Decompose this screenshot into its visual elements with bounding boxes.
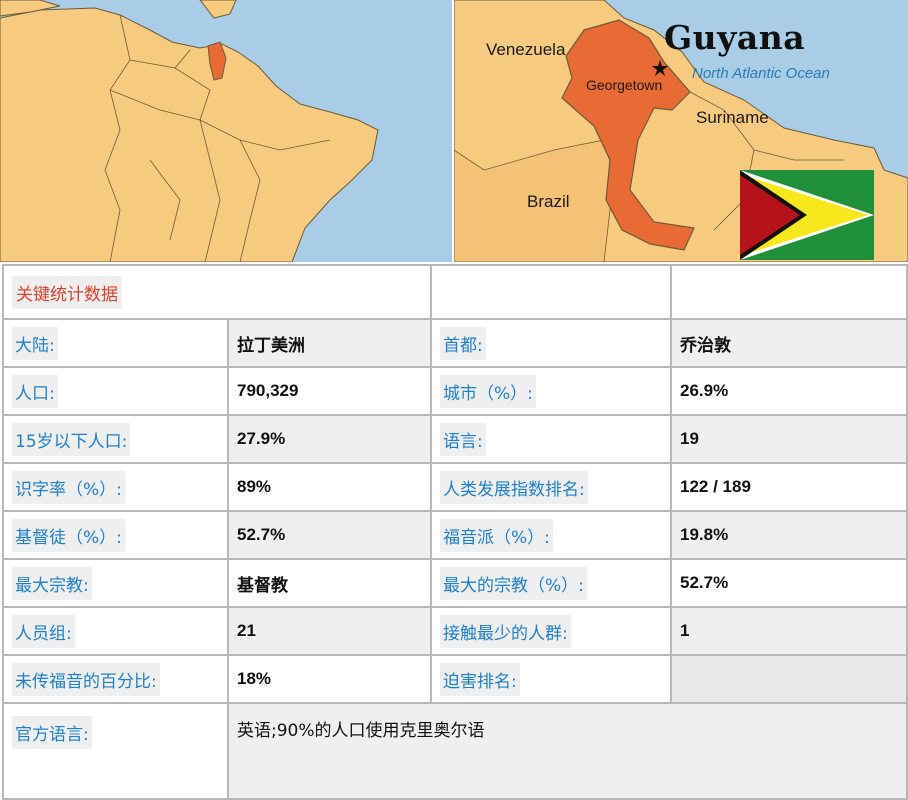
row-key: 最大的宗教（%）: (440, 566, 587, 600)
row-key: 首都: (440, 326, 486, 360)
row-value: 790,329 (227, 366, 432, 416)
row-key: 15岁以下人口: (12, 422, 131, 456)
row-value: 21 (227, 606, 432, 656)
table-row: 人口: 790,329 城市（%）: 26.9% (2, 366, 908, 416)
label-georgetown: Georgetown (586, 77, 663, 93)
row-key: 最大宗教: (12, 566, 92, 600)
row-key: 接触最少的人群: (440, 614, 571, 648)
row-key: 人口: (12, 374, 58, 408)
label-suriname: Suriname (696, 108, 769, 127)
label-brazil: Brazil (527, 192, 570, 211)
table-row: 大陆: 拉丁美洲 首都: 乔治敦 (2, 318, 908, 368)
table-row-official-language: 官方语言: 英语;90%的人口使用克里奥尔语 (2, 702, 908, 800)
row-key: 识字率（%）: (12, 470, 125, 504)
empty-cell (670, 264, 908, 320)
row-key: 迫害排名: (440, 662, 520, 696)
map-title: Guyana (664, 18, 806, 57)
ocean-label: North Atlantic Ocean (692, 65, 830, 82)
row-value: 27.9% (227, 414, 432, 464)
table-row: 基督徒（%）: 52.7% 福音派（%）: 19.8% (2, 510, 908, 560)
row-value: 拉丁美洲 (227, 318, 432, 368)
table-row: 人员组: 21 接触最少的人群: 1 (2, 606, 908, 656)
south-america-map (0, 0, 452, 262)
row-value: 19 (670, 414, 908, 464)
capital-star-icon (652, 60, 668, 76)
row-key: 城市（%）: (440, 374, 536, 408)
table-title-cell: 关键统计数据 (2, 264, 432, 320)
table-row: 未传福音的百分比: 18% 迫害排名: (2, 654, 908, 704)
table-row: 最大宗教: 基督教 最大的宗教（%）: 52.7% (2, 558, 908, 608)
table-title: 关键统计数据 (12, 275, 122, 309)
guyana-map (454, 0, 908, 262)
official-language-key: 官方语言: (12, 716, 92, 749)
row-value: 基督教 (227, 558, 432, 608)
map-banner: Guyana North Atlantic Ocean Venezuela Ge… (0, 0, 908, 262)
row-value: 122 / 189 (670, 462, 908, 512)
row-value: 26.9% (670, 366, 908, 416)
empty-cell (430, 264, 672, 320)
guyana-flag-icon (740, 170, 874, 260)
row-key: 基督徒（%）: (12, 518, 125, 552)
row-value: 89% (227, 462, 432, 512)
table-row: 15岁以下人口: 27.9% 语言: 19 (2, 414, 908, 464)
row-key: 未传福音的百分比: (12, 662, 160, 696)
row-value: 乔治敦 (670, 318, 908, 368)
official-language-value: 英语;90%的人口使用克里奥尔语 (227, 702, 908, 800)
row-key: 语言: (440, 422, 486, 456)
row-value: 52.7% (227, 510, 432, 560)
key-statistics-table: 关键统计数据 大陆: 拉丁美洲 首都: 乔治敦 人口: 790,329 城市（%… (2, 264, 908, 800)
row-value: 19.8% (670, 510, 908, 560)
row-value: 52.7% (670, 558, 908, 608)
row-key: 人员组: (12, 614, 75, 648)
label-venezuela: Venezuela (486, 40, 566, 59)
row-key: 人类发展指数排名: (440, 470, 588, 504)
table-header-row: 关键统计数据 (2, 264, 908, 320)
row-value: 18% (227, 654, 432, 704)
row-value: 1 (670, 606, 908, 656)
row-key: 大陆: (12, 326, 58, 360)
row-key: 福音派（%）: (440, 518, 553, 552)
row-value (670, 654, 908, 704)
table-row: 识字率（%）: 89% 人类发展指数排名: 122 / 189 (2, 462, 908, 512)
